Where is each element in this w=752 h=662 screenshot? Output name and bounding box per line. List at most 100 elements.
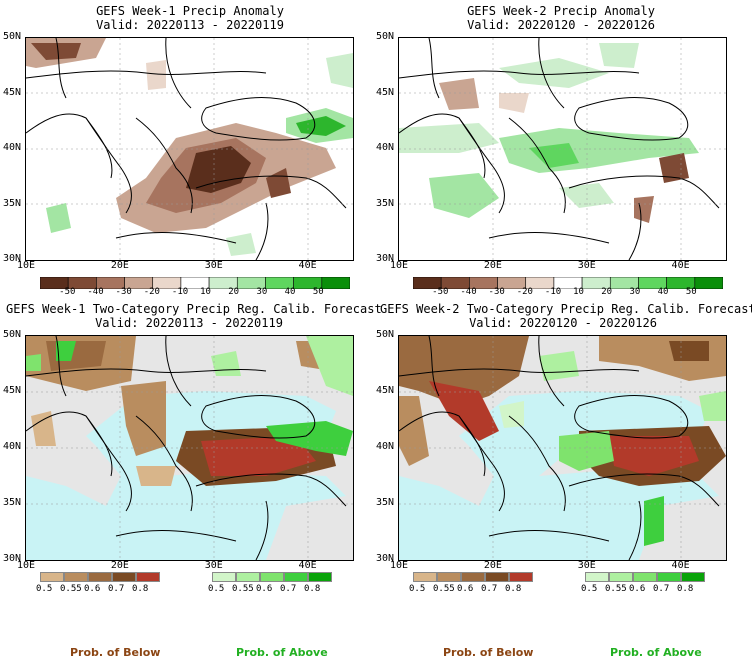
week2-anomaly-map <box>398 37 727 261</box>
anomaly-colorbar-label: -30 <box>488 287 505 297</box>
lon-tick-label: 30E <box>204 560 223 571</box>
prob-above-label: 0.5 <box>208 584 225 594</box>
prob-below-swatch <box>485 572 509 582</box>
anomaly-colorbar-label: 50 <box>312 287 324 297</box>
lon-tick-label: 10E <box>17 560 36 571</box>
prob-below-label: 0.7 <box>108 584 125 594</box>
lat-tick-label: 50N <box>3 329 22 340</box>
anomaly-colorbar-left <box>39 274 351 290</box>
prob-above-label: 0.55 <box>605 584 627 594</box>
panel4-title-line1: GEFS Week-2 Two-Category Precip Reg. Cal… <box>380 302 752 316</box>
prob-below-label: 0.6 <box>457 584 474 594</box>
panel4-title-line2: Valid: 20220120 - 20220126 <box>469 316 657 330</box>
anomaly-colorbar-label: 20 <box>601 287 613 297</box>
prob-above-swatch <box>260 572 284 582</box>
lon-tick-label: 30E <box>577 260 596 271</box>
below-probability-region <box>31 411 56 446</box>
lon-tick-label: 10E <box>17 260 36 271</box>
dry-anomaly-region <box>659 153 689 183</box>
anomaly-colorbar-label: -10 <box>544 287 562 297</box>
anomaly-colorbar-label: -30 <box>115 287 132 297</box>
lat-tick-label: 30N <box>3 253 22 264</box>
lon-tick-label: 40E <box>671 560 690 571</box>
lat-tick-label: 35N <box>376 197 395 209</box>
prob-above-label: 0.7 <box>653 584 670 594</box>
prob-above-swatch <box>308 572 332 582</box>
lon-tick-label: 10E <box>390 560 409 571</box>
panel2-title-line2: Valid: 20220120 - 20220126 <box>467 18 655 32</box>
prob-above-swatch <box>236 572 260 582</box>
anomaly-colorbar-label: -50 <box>59 287 76 297</box>
anomaly-colorbar-label: 10 <box>200 287 211 297</box>
prob-below-swatch <box>64 572 88 582</box>
prob-below-label: 0.7 <box>481 584 498 594</box>
wet-anomaly-region <box>226 233 256 256</box>
above-probability-region <box>539 351 579 381</box>
prob-above-label: 0.6 <box>629 584 646 594</box>
prob-above-label: 0.7 <box>280 584 297 594</box>
anomaly-colorbar-label: -10 <box>171 287 189 297</box>
anomaly-colorbar-label: -40 <box>460 287 477 297</box>
lon-tick-label: 20E <box>483 560 502 571</box>
anomaly-colorbar-label: -20 <box>143 287 160 297</box>
panel1-title: GEFS Week-1 Precip Anomaly Valid: 202201… <box>25 4 355 32</box>
above-probability-region <box>699 391 726 421</box>
lat-tick-label: 30N <box>3 553 22 564</box>
prob-above-label: 0.8 <box>304 584 321 594</box>
above-probability-region <box>306 336 353 396</box>
anomaly-colorbar-swatches <box>412 276 724 290</box>
wet-anomaly-region <box>529 143 579 168</box>
lat-tick-label: 35N <box>376 497 395 508</box>
prob-below-swatch <box>88 572 112 582</box>
anomaly-colorbar-label: 40 <box>284 287 296 297</box>
dry-anomaly-region <box>634 196 654 223</box>
above-probability-region <box>56 341 76 361</box>
anomaly-colorbar-label: -50 <box>432 287 449 297</box>
panel2-title-line1: GEFS Week-2 Precip Anomaly <box>467 4 655 18</box>
anomaly-colorbar-swatches <box>39 276 351 290</box>
panel2-title: GEFS Week-2 Precip Anomaly Valid: 202201… <box>396 4 726 32</box>
wet-anomaly-region <box>399 123 499 153</box>
anomaly-colorbar-label: 30 <box>256 287 268 297</box>
lat-tick-label: 40N <box>3 441 22 452</box>
lon-tick-label: 20E <box>110 260 129 271</box>
prob-below-swatch <box>112 572 136 582</box>
dry-anomaly-region <box>439 78 479 110</box>
lon-tick-label: 20E <box>483 260 502 271</box>
lon-tick-label: 40E <box>671 260 690 271</box>
lat-tick-label: 30N <box>376 253 395 264</box>
dry-anomaly-region <box>146 60 166 90</box>
prob-above-swatch <box>681 572 705 582</box>
above-probability-region <box>499 401 524 428</box>
lat-tick-label: 40N <box>3 142 22 153</box>
above-probability-region <box>266 421 353 456</box>
lat-tick-label: 45N <box>376 385 395 396</box>
above-probability-region <box>559 431 614 471</box>
lat-tick-label: 45N <box>3 86 22 98</box>
prob-below-swatch <box>40 572 64 582</box>
prob-below-swatch <box>136 572 160 582</box>
lon-tick-label: 20E <box>110 560 129 571</box>
panel3-title: GEFS Week-1 Two-Category Precip Reg. Cal… <box>6 302 382 330</box>
wet-anomaly-region <box>429 173 499 218</box>
prob-above-label: 0.6 <box>256 584 273 594</box>
anomaly-colorbar-label: 10 <box>573 287 584 297</box>
anomaly-colorbar-label: -40 <box>87 287 104 297</box>
panel1-title-line1: GEFS Week-1 Precip Anomaly <box>96 4 284 18</box>
below-probability-region <box>136 466 176 486</box>
lon-tick-label: 40E <box>298 560 317 571</box>
anomaly-colorbar-swatch <box>694 276 724 290</box>
lat-tick-label: 45N <box>376 86 395 98</box>
prob-below-swatch <box>509 572 533 582</box>
panel3-title-line1: GEFS Week-1 Two-Category Precip Reg. Cal… <box>6 302 382 316</box>
lat-tick-label: 50N <box>3 31 22 42</box>
prob-above-caption-right: Prob. of Above <box>610 646 702 659</box>
anomaly-colorbar-swatch <box>321 276 351 290</box>
prob-below-caption-left: Prob. of Below <box>70 646 161 659</box>
dry-anomaly-region <box>266 168 291 198</box>
wet-anomaly-region <box>499 58 609 88</box>
lon-tick-label: 40E <box>298 260 317 271</box>
lat-tick-label: 50N <box>376 329 395 340</box>
prob-below-label: 0.5 <box>36 584 53 594</box>
above-probability-region <box>644 496 664 546</box>
